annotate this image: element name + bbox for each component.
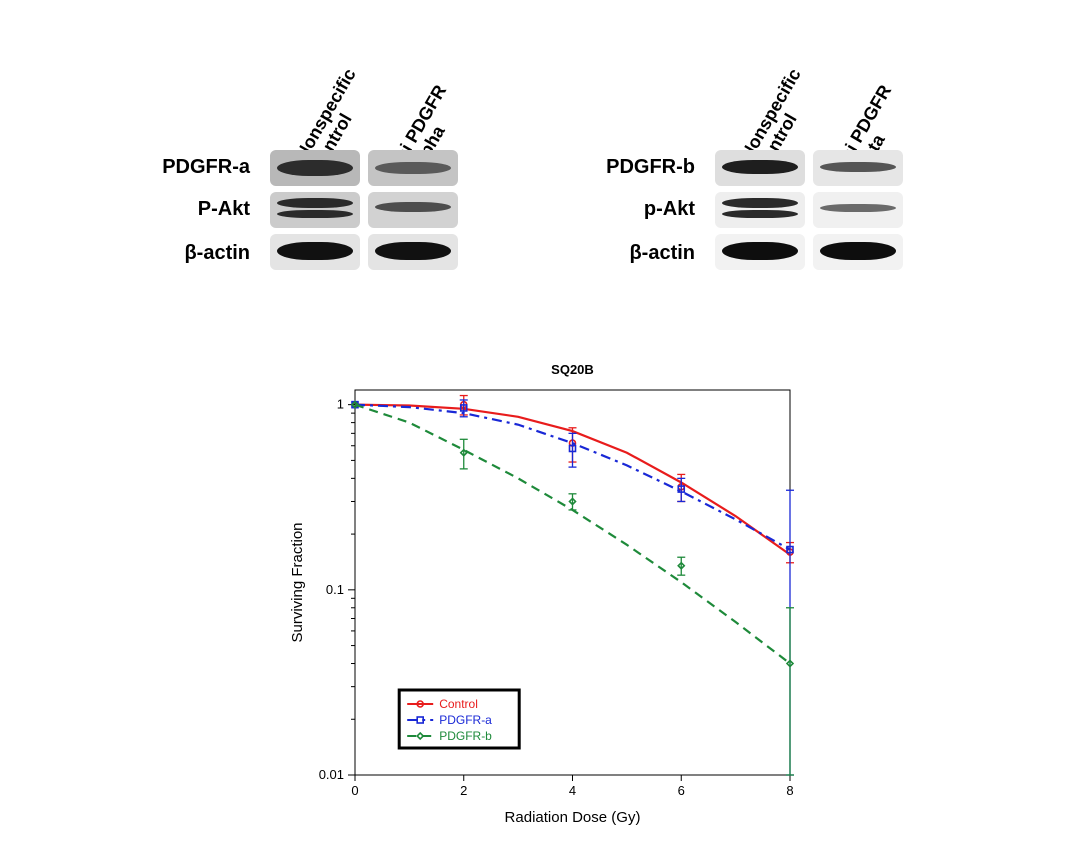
blot-row-beta-actin-left: [270, 234, 458, 270]
row-label-pdgfr-b: PDGFR-b: [545, 156, 695, 179]
blot-lane: [813, 150, 903, 186]
blot-lane: [270, 150, 360, 186]
survival-curve-chart: SQ20B 0 2 4 6 8 Radiation Dose (Gy) 0.01 0.1 1 Sur…: [280, 360, 810, 830]
legend-label: PDGFR-b: [439, 729, 492, 743]
y-tick-label: 0.01: [319, 767, 344, 782]
blot-lane: [270, 192, 360, 228]
x-tick-label: 2: [460, 783, 467, 798]
x-tick-label: 4: [569, 783, 576, 798]
x-tick-label: 0: [351, 783, 358, 798]
data-marker: [417, 733, 423, 739]
blot-lane: [270, 234, 360, 270]
y-axis-title: Surviving Fraction: [289, 522, 306, 642]
blot-lane: [715, 234, 805, 270]
blot-lane: [715, 150, 805, 186]
x-axis-title: Radiation Dose (Gy): [505, 809, 641, 826]
blot-lane: [715, 192, 805, 228]
row-label-p-akt-left: P-Akt: [100, 198, 250, 221]
x-tick-label: 8: [786, 783, 793, 798]
blot-row-pdgfr-a: [270, 150, 458, 186]
row-label-pdgfr-a: PDGFR-a: [100, 156, 250, 179]
legend-label: Control: [439, 697, 478, 711]
blot-lane: [368, 234, 458, 270]
row-label-p-akt-right: p-Akt: [545, 198, 695, 221]
blot-row-pdgfr-b: [715, 150, 903, 186]
legend-label: PDGFR-a: [439, 713, 492, 727]
blot-lane: [813, 192, 903, 228]
blot-row-beta-actin-right: [715, 234, 903, 270]
row-label-beta-actin-left: β-actin: [100, 242, 250, 265]
series-curve: [355, 405, 790, 550]
row-label-beta-actin-right: β-actin: [545, 242, 695, 265]
western-blot-left: Nonspecific control si PDGFR alpha PDGFR…: [130, 20, 550, 320]
y-tick-label: 0.1: [326, 582, 344, 597]
x-tick-label: 6: [678, 783, 685, 798]
blot-lane: [368, 192, 458, 228]
y-tick-label: 1: [337, 397, 344, 412]
chart-title: SQ20B: [551, 362, 594, 377]
blot-lane: [368, 150, 458, 186]
blot-row-p-akt-left: [270, 192, 458, 228]
blot-lane: [813, 234, 903, 270]
western-blot-right: Nonspecific control si PDGFR beta PDGFR-…: [575, 20, 995, 320]
blot-row-p-akt-right: [715, 192, 903, 228]
